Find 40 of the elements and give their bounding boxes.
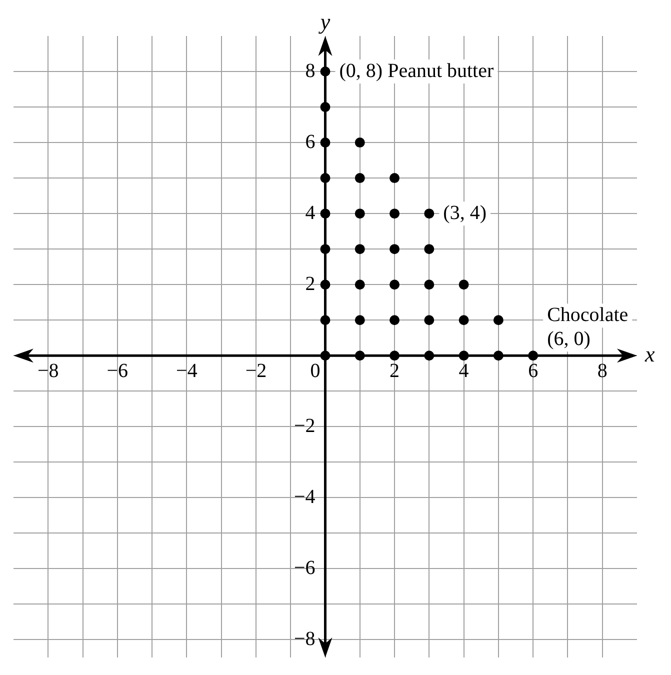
point [424, 208, 434, 219]
y-tick-label: 8 [305, 60, 316, 82]
y-tick-label: −8 [294, 628, 316, 650]
point [354, 173, 365, 184]
x-tick-label: −2 [245, 360, 267, 382]
point [424, 244, 434, 254]
y-tick-label: 2 [305, 272, 316, 295]
point [354, 315, 365, 326]
x-tick-label: 8 [597, 360, 608, 382]
point [390, 173, 400, 184]
point [390, 208, 400, 219]
y-axis-title: y [318, 8, 330, 34]
annotation: (0, 8) Peanut butter [339, 60, 494, 82]
point [354, 138, 365, 148]
point [390, 244, 400, 254]
x-axis-title: x [644, 341, 655, 366]
point [493, 315, 504, 326]
annotation: (3, 4) [443, 202, 486, 224]
x-tick-label: 0 [310, 360, 320, 382]
point [424, 315, 434, 326]
point [458, 280, 469, 290]
point [354, 244, 365, 254]
y-tick-label: 4 [305, 202, 316, 224]
point [424, 280, 434, 290]
y-tick-label: −6 [294, 556, 316, 579]
point [354, 208, 365, 219]
point [390, 315, 400, 326]
x-tick-label: 4 [458, 360, 469, 382]
x-tick-label: −4 [176, 360, 198, 382]
y-tick-label: 6 [305, 130, 316, 153]
x-tick-label: −8 [38, 360, 59, 382]
point [458, 315, 469, 326]
x-tick-label: −6 [106, 360, 128, 382]
y-tick-label: −4 [294, 486, 316, 508]
annotation: Chocolate (6, 0) [547, 304, 628, 350]
x-tick-label: 6 [528, 360, 538, 382]
y-tick-label: −2 [294, 414, 316, 437]
point [390, 280, 400, 290]
point [354, 280, 365, 290]
x-tick-label: 2 [390, 360, 400, 382]
